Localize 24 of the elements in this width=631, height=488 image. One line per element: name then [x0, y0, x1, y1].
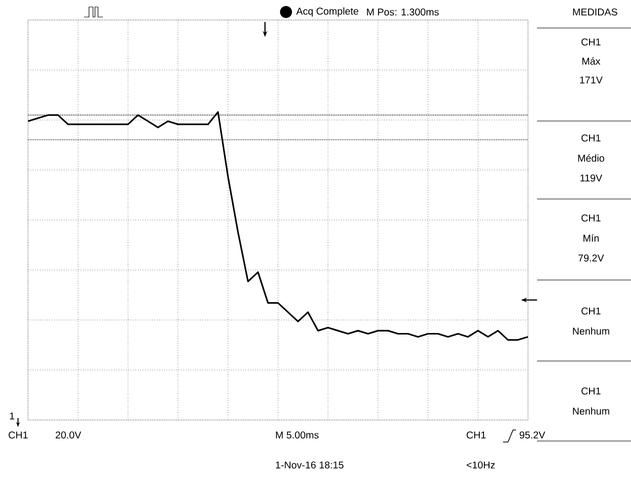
text: <10Hz [466, 461, 495, 469]
text: Nenhum [572, 327, 610, 335]
text: CH1 [582, 134, 600, 142]
text: 20.0V [56, 431, 82, 439]
text: 171V [580, 76, 603, 84]
text: Mín [584, 234, 599, 242]
text: 1 [10, 412, 14, 420]
text: Médio [578, 154, 604, 162]
text: CH1 [582, 214, 600, 222]
text: 119V [580, 174, 602, 182]
text: M Pos: 1.300ms [367, 8, 439, 16]
text: CH1 [582, 387, 600, 395]
text: CH1 [8, 431, 28, 439]
text: Acq Complete [296, 7, 358, 17]
text: CH1 [582, 307, 600, 315]
text: MEDIDAS [573, 8, 618, 16]
text: 79.2V [578, 254, 604, 262]
text: CH1 [466, 431, 486, 439]
text: CH1 [582, 38, 600, 46]
text: Nenhum [572, 407, 610, 415]
text: M 5.00ms [276, 431, 319, 439]
text: 1-Nov-16 18:15 [276, 461, 344, 469]
text: Máx [582, 57, 600, 65]
text: 95.2V [520, 431, 546, 439]
